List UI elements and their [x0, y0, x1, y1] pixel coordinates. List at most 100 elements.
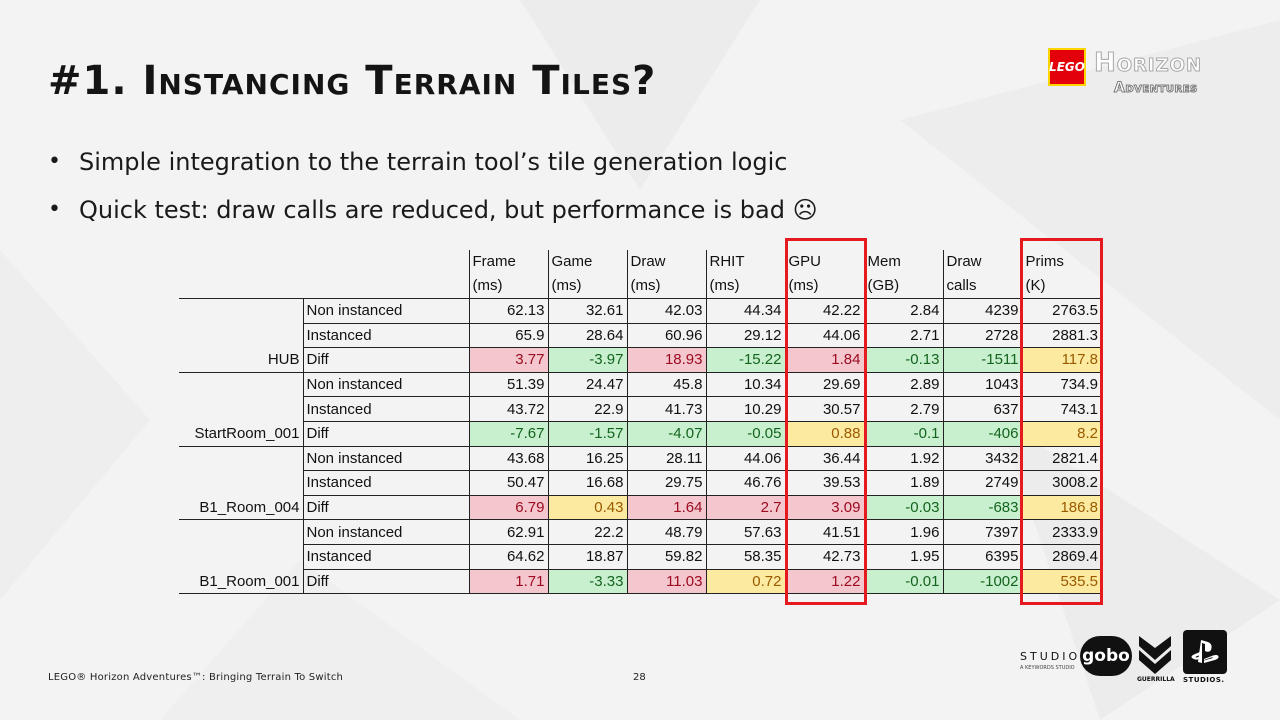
table-cell: 2.89 [863, 371, 943, 397]
table-cell: -0.1 [863, 420, 943, 447]
column-header: Game (ms) [547, 250, 627, 299]
table-cell: 18.87 [547, 543, 627, 570]
table-row: Non instanced 43.68 16.25 28.11 44.06 36.44 1.… [179, 445, 1101, 471]
table-cell: 28.11 [626, 445, 706, 471]
table-cell: 2749 [942, 470, 1022, 496]
table-cell: 42.22 [784, 298, 864, 324]
row-label: Diff [302, 347, 469, 373]
row-label: Non instanced [302, 371, 469, 397]
gobo-logo-text: gobo [1082, 646, 1130, 666]
table-cell: 2.71 [863, 322, 943, 348]
lego-logo: LEGO [1048, 48, 1086, 86]
performance-table: Frame (ms) Game (ms) Draw (ms) RHIT (ms) GPU… [179, 250, 1101, 595]
table-cell: 43.68 [468, 445, 548, 471]
table-cell: 0.72 [705, 568, 785, 595]
table-cell: 1.89 [863, 470, 943, 496]
table-cell: -406 [942, 420, 1022, 447]
column-header: GPU (ms) [784, 250, 864, 299]
table-cell: 32.61 [547, 298, 627, 324]
table-cell: 117.8 [1021, 347, 1101, 373]
table-cell: 16.25 [547, 445, 627, 471]
table-cell: 6.79 [468, 494, 548, 520]
table-row: B1_Room_001 Diff 1.71 -3.33 11.03 0.72 1.22 -0.… [179, 568, 1101, 595]
table-cell: 0.88 [784, 420, 864, 447]
table-cell: 58.35 [705, 543, 785, 570]
group-label-cell [179, 471, 303, 496]
table-cell: 51.39 [468, 371, 548, 397]
table-cell: 42.73 [784, 543, 864, 570]
column-header: Mem (GB) [863, 250, 943, 299]
table-header-row: Frame (ms) Game (ms) Draw (ms) RHIT (ms) GPU… [179, 250, 1101, 299]
table-row: Non instanced 51.39 24.47 45.8 10.34 29.69 2.8… [179, 371, 1101, 397]
group-label: B1_Room_001 [179, 569, 303, 595]
keywords-studio-caption: A KEYWORDS STUDIO [1020, 665, 1075, 671]
table-cell: 1043 [942, 371, 1022, 397]
table-cell: 2869.4 [1021, 543, 1101, 570]
table-cell: 39.53 [784, 470, 864, 496]
table-cell: -1002 [942, 568, 1022, 595]
group-label: StartRoom_001 [194, 425, 300, 443]
bullet-text: Quick test: draw calls are reduced, but … [79, 196, 818, 224]
table-cell: 186.8 [1021, 494, 1101, 520]
table-row: Instanced 50.47 16.68 29.75 46.76 39.53 1.89 27… [179, 470, 1101, 496]
horizon-logo-text: Horizon [1093, 48, 1203, 79]
table-cell: 2.84 [863, 298, 943, 324]
table-row: Non instanced 62.91 22.2 48.79 57.63 41.51 1.9… [179, 519, 1101, 545]
table-cell: 0.43 [547, 494, 627, 520]
table-cell: 3008.2 [1021, 470, 1101, 496]
table-cell: 2.79 [863, 396, 943, 422]
row-label: Non instanced [302, 298, 469, 324]
adventures-logo-text: Adventures [1114, 80, 1198, 97]
table-cell: 22.9 [547, 396, 627, 422]
table-cell: 48.79 [626, 519, 706, 545]
table-row: Instanced 64.62 18.87 59.82 58.35 42.73 1.95 63… [179, 543, 1101, 570]
header-blank [179, 250, 469, 299]
table-cell: 44.34 [705, 298, 785, 324]
table-body: Non instanced 62.13 32.61 42.03 44.34 42.22 2.… [179, 298, 1101, 595]
studio-gobo-wordmark: STUDIO [1020, 650, 1081, 663]
table-cell: 2821.4 [1021, 445, 1101, 471]
bullet-dot-icon: • [48, 149, 61, 174]
table-cell: 29.75 [626, 470, 706, 496]
row-label: Non instanced [302, 445, 469, 471]
table-cell: 1.84 [784, 347, 864, 373]
playstation-symbol-icon [1191, 640, 1219, 663]
table-cell: 2881.3 [1021, 322, 1101, 348]
bullet-item: • Quick test: draw calls are reduced, bu… [48, 186, 818, 234]
table-row: Instanced 43.72 22.9 41.73 10.29 30.57 2.79 637… [179, 396, 1101, 422]
table-row: Instanced 65.9 28.64 60.96 29.12 44.06 2.71 272… [179, 322, 1101, 348]
table-row: StartRoom_001 Diff -7.67 -1.57 -4.07 -0.05 0.8… [179, 420, 1101, 447]
table-cell: 46.76 [705, 470, 785, 496]
guerrilla-label: GUERRILLA [1137, 676, 1175, 683]
table-cell: 18.93 [626, 347, 706, 373]
table-cell: -0.03 [863, 494, 943, 520]
table-cell: 36.44 [784, 445, 864, 471]
row-label: Instanced [302, 322, 469, 348]
table-cell: 24.47 [547, 371, 627, 397]
group-label-cell [179, 445, 303, 471]
table-cell: 44.06 [705, 445, 785, 471]
table-cell: -0.13 [863, 347, 943, 373]
table-cell: 1.95 [863, 543, 943, 570]
table-cell: 734.9 [1021, 371, 1101, 397]
table-cell: -15.22 [705, 347, 785, 373]
table-cell: -683 [942, 494, 1022, 520]
page-number: 28 [633, 672, 646, 683]
studios-label: STUDIOS. [1183, 676, 1225, 684]
table-cell: 62.13 [468, 298, 548, 324]
table-cell: 60.96 [626, 322, 706, 348]
group-label-cell [179, 544, 303, 569]
row-label: Diff [302, 568, 469, 595]
table-cell: 65.9 [468, 322, 548, 348]
table-cell: 29.12 [705, 322, 785, 348]
footer-caption: LEGO® Horizon Adventures™: Bringing Terr… [48, 672, 344, 683]
group-label: HUB [267, 351, 300, 369]
table-cell: 1.96 [863, 519, 943, 545]
table-cell: 743.1 [1021, 396, 1101, 422]
table-cell: 41.73 [626, 396, 706, 422]
table-cell: -0.01 [863, 568, 943, 595]
table-cell: 44.06 [784, 322, 864, 348]
table-row: HUB Diff 3.77 -3.97 18.93 -15.22 1.84 -0.13 -151… [179, 347, 1101, 373]
table-cell: -3.97 [547, 347, 627, 373]
group-label-cell [179, 519, 303, 545]
